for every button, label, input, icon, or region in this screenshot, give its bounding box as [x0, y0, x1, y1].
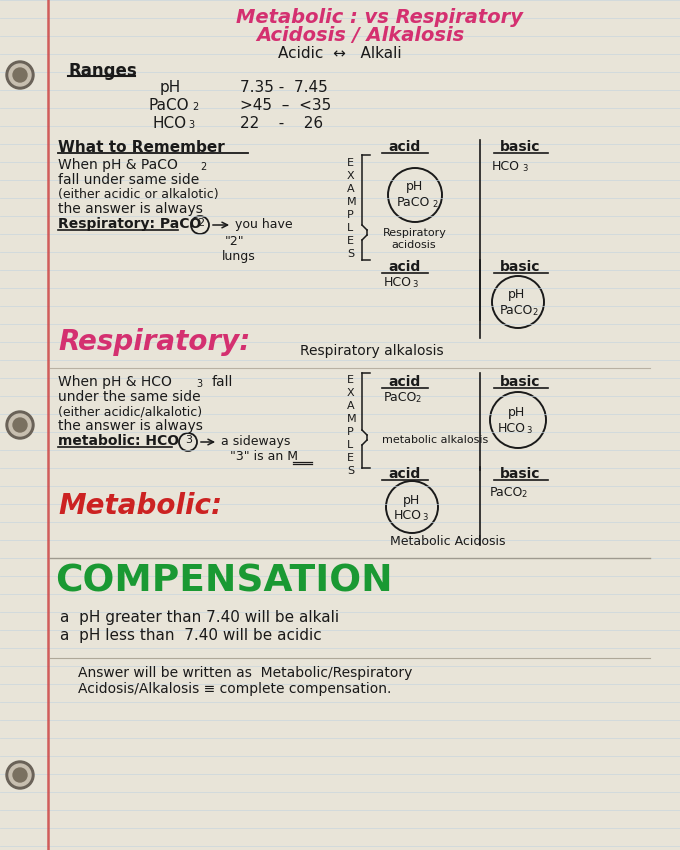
Text: Respiratory alkalosis: Respiratory alkalosis: [300, 344, 443, 358]
Text: HCO: HCO: [492, 160, 520, 173]
Text: acid: acid: [388, 467, 420, 481]
Text: pH: pH: [403, 494, 420, 507]
Text: the answer is always: the answer is always: [58, 202, 203, 216]
Text: 3: 3: [185, 435, 192, 445]
Text: A: A: [347, 401, 355, 411]
Text: PaCO: PaCO: [490, 486, 524, 499]
Text: a sideways: a sideways: [221, 435, 290, 448]
Text: S: S: [347, 249, 354, 259]
Text: PaCO: PaCO: [384, 391, 418, 404]
Text: Ranges: Ranges: [68, 62, 137, 80]
Text: A: A: [347, 184, 355, 194]
Text: 2: 2: [521, 490, 526, 499]
Text: Acidic  ↔   Alkali: Acidic ↔ Alkali: [278, 46, 402, 61]
Text: basic: basic: [500, 375, 541, 389]
Text: basic: basic: [500, 140, 541, 154]
Text: When pH & HCO: When pH & HCO: [58, 375, 172, 389]
Text: 22    -    26: 22 - 26: [240, 116, 323, 131]
Text: Respiratory: PaCO: Respiratory: PaCO: [58, 217, 201, 231]
Text: lungs: lungs: [222, 250, 256, 263]
Text: Respiratory:: Respiratory:: [58, 328, 250, 356]
Text: pH: pH: [406, 180, 423, 193]
Text: 2: 2: [532, 308, 537, 317]
Text: 3: 3: [196, 379, 202, 389]
Text: basic: basic: [500, 260, 541, 274]
Text: a  pH less than  7.40 will be acidic: a pH less than 7.40 will be acidic: [60, 628, 322, 643]
Text: HCO: HCO: [498, 422, 526, 435]
Text: 2: 2: [432, 200, 437, 209]
Text: the answer is always: the answer is always: [58, 419, 203, 433]
Circle shape: [13, 768, 27, 782]
Text: fall: fall: [212, 375, 233, 389]
Text: When pH & PaCO: When pH & PaCO: [58, 158, 178, 172]
Text: 3: 3: [422, 513, 427, 522]
Text: E: E: [347, 158, 354, 168]
Text: PaCO: PaCO: [397, 196, 430, 209]
Text: 3: 3: [526, 426, 531, 435]
Circle shape: [9, 764, 31, 786]
Text: Answer will be written as  Metabolic/Respiratory: Answer will be written as Metabolic/Resp…: [78, 666, 412, 680]
Circle shape: [13, 418, 27, 432]
Text: (either acidic/alkalotic): (either acidic/alkalotic): [58, 405, 202, 418]
Text: you have: you have: [235, 218, 292, 231]
Text: under the same side: under the same side: [58, 390, 201, 404]
Text: a  pH greater than 7.40 will be alkali: a pH greater than 7.40 will be alkali: [60, 610, 339, 625]
Text: fall under same side: fall under same side: [58, 173, 199, 187]
Text: HCO: HCO: [384, 276, 412, 289]
Text: acid: acid: [388, 375, 420, 389]
Text: L: L: [347, 440, 353, 450]
Text: 2: 2: [192, 102, 199, 112]
Text: "3" is an M: "3" is an M: [230, 450, 298, 463]
Text: Metabolic:: Metabolic:: [58, 492, 222, 520]
Text: 3: 3: [522, 164, 528, 173]
Text: metabolic alkalosis: metabolic alkalosis: [382, 435, 488, 445]
Text: basic: basic: [500, 467, 541, 481]
Text: E: E: [347, 453, 354, 463]
Text: metabolic: HCO: metabolic: HCO: [58, 434, 179, 448]
Text: What to Remember: What to Remember: [58, 140, 225, 155]
Circle shape: [9, 64, 31, 86]
Text: pH: pH: [160, 80, 182, 95]
Circle shape: [9, 414, 31, 436]
Text: pH: pH: [508, 288, 525, 301]
Text: P: P: [347, 427, 354, 437]
Text: X: X: [347, 388, 355, 398]
Text: PaCO: PaCO: [500, 304, 533, 317]
Text: E: E: [347, 236, 354, 246]
Text: Respiratory: Respiratory: [383, 228, 447, 238]
Text: >45  –  <35: >45 – <35: [240, 98, 331, 113]
Text: M: M: [347, 414, 356, 424]
Text: 3: 3: [188, 120, 194, 130]
Text: S: S: [347, 466, 354, 476]
Text: "2": "2": [225, 235, 245, 248]
Text: acid: acid: [388, 260, 420, 274]
Circle shape: [6, 411, 34, 439]
Text: 2: 2: [415, 395, 420, 404]
Text: 3: 3: [412, 280, 418, 289]
Text: X: X: [347, 171, 355, 181]
Text: HCO: HCO: [394, 509, 422, 522]
Text: PaCO: PaCO: [148, 98, 188, 113]
Text: 2: 2: [197, 218, 204, 228]
Circle shape: [13, 68, 27, 82]
Text: acid: acid: [388, 140, 420, 154]
Text: E: E: [347, 375, 354, 385]
Text: M: M: [347, 197, 356, 207]
Text: Metabolic Acidosis: Metabolic Acidosis: [390, 535, 505, 548]
Text: COMPENSATION: COMPENSATION: [55, 564, 392, 600]
Circle shape: [6, 761, 34, 789]
Text: L: L: [347, 223, 353, 233]
Text: P: P: [347, 210, 354, 220]
Text: Acidosis / Alkalosis: Acidosis / Alkalosis: [256, 26, 464, 45]
Text: acidosis: acidosis: [391, 240, 436, 250]
Text: Acidosis/Alkalosis ≡ complete compensation.: Acidosis/Alkalosis ≡ complete compensati…: [78, 682, 392, 696]
Text: (either acidic or alkalotic): (either acidic or alkalotic): [58, 188, 219, 201]
Circle shape: [6, 61, 34, 89]
Text: 2: 2: [200, 162, 206, 172]
Text: HCO: HCO: [152, 116, 186, 131]
Text: pH: pH: [508, 406, 525, 419]
Text: Metabolic : vs Respiratory: Metabolic : vs Respiratory: [237, 8, 524, 27]
Text: 7.35 -  7.45: 7.35 - 7.45: [240, 80, 328, 95]
